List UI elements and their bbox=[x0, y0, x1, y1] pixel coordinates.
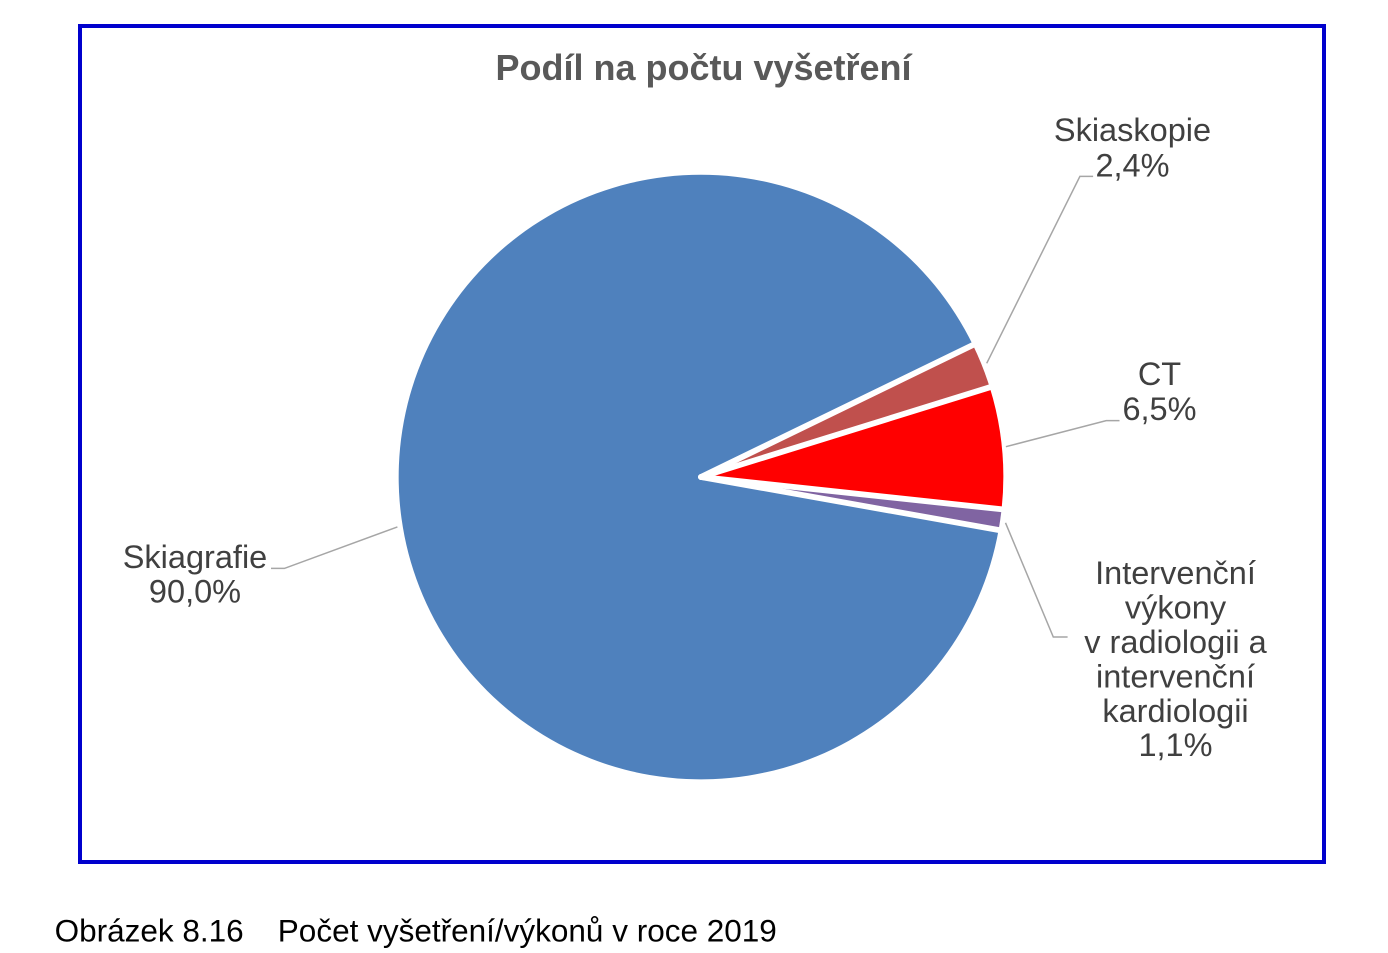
svg-text:Podíl na počtu vyšetření: Podíl na počtu vyšetření bbox=[495, 47, 912, 88]
svg-text:CT: CT bbox=[1138, 356, 1181, 392]
svg-text:kardiologii: kardiologii bbox=[1102, 693, 1248, 729]
svg-text:Obrázek 8.16: Obrázek 8.16 bbox=[55, 913, 244, 949]
svg-text:výkony: výkony bbox=[1125, 590, 1227, 626]
svg-text:Skiagrafie: Skiagrafie bbox=[123, 539, 268, 575]
svg-text:6,5%: 6,5% bbox=[1122, 391, 1196, 427]
svg-text:v radiologii a: v radiologii a bbox=[1084, 624, 1267, 660]
svg-text:1,1%: 1,1% bbox=[1138, 727, 1212, 763]
svg-text:90,0%: 90,0% bbox=[149, 574, 241, 610]
svg-text:Počet vyšetření/výkonů v roce: Počet vyšetření/výkonů v roce 2019 bbox=[278, 913, 777, 949]
svg-text:Skiaskopie: Skiaskopie bbox=[1054, 112, 1211, 148]
svg-text:intervenční: intervenční bbox=[1096, 658, 1255, 694]
svg-text:2,4%: 2,4% bbox=[1095, 147, 1169, 183]
svg-text:Intervenční: Intervenční bbox=[1095, 555, 1256, 591]
